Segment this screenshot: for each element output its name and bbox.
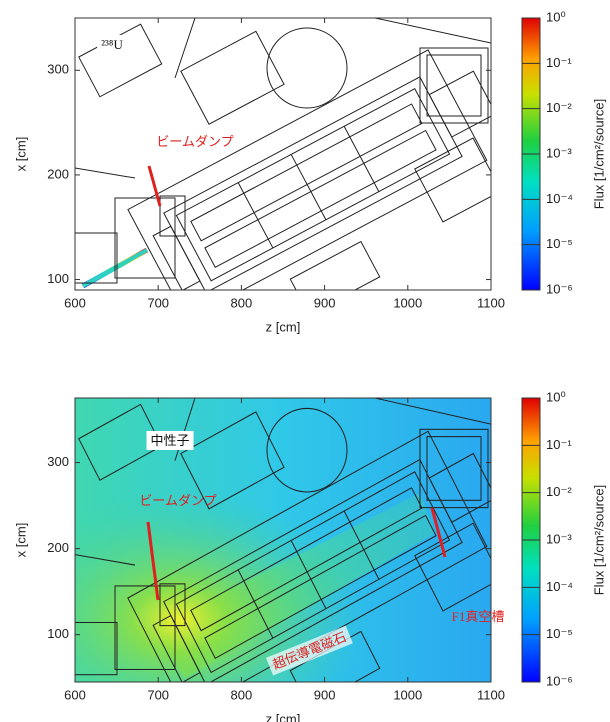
colorbar-tick-label: 10⁻⁴ (546, 191, 573, 206)
y-tick-label: 200 (47, 166, 69, 181)
annotation: 中性子 (150, 433, 189, 448)
colorbar-tick-label: 10⁻⁵ (546, 626, 573, 641)
figure: 600 700 800 900 1000 1100 100 200 300 z [cm] x [cm… (0, 0, 610, 722)
y-axis-label: x [cm] (13, 137, 28, 172)
colorbar-tick-label: 10⁰ (546, 9, 566, 24)
colorbar-tick-label: 10⁻² (546, 484, 572, 499)
y-tick-label: 300 (47, 62, 69, 77)
annotation: ビームダンプ (139, 493, 216, 508)
x-tick-label: 800 (231, 295, 253, 310)
x-axis-label: z [cm] (266, 319, 301, 334)
x-tick-label: 700 (147, 687, 169, 702)
x-tick-label: 600 (64, 295, 86, 310)
colorbar-tick-label: 10⁻⁶ (546, 281, 573, 296)
x-tick-label: 1000 (393, 687, 422, 702)
x-axis-label: z [cm] (266, 711, 301, 722)
x-tick-label: 800 (231, 687, 253, 702)
x-tick-label: 600 (64, 687, 86, 702)
colorbar-label: Flux [1/cm²/source] (591, 99, 606, 210)
colorbar-tick-label: 10⁻⁶ (546, 673, 573, 688)
colorbar-tick-label: 10⁻³ (546, 145, 572, 160)
colorbar-tick-label: 10⁻¹ (546, 437, 572, 452)
colorbar-tick-label: 10⁻³ (546, 531, 572, 546)
colorbar-tick-label: 10⁻⁴ (546, 579, 573, 594)
y-axis-label: x [cm] (13, 523, 28, 558)
y-tick-label: 100 (47, 271, 69, 286)
annotation: ビームダンプ (156, 134, 233, 149)
y-tick-label: 100 (47, 626, 69, 641)
x-tick-label: 1000 (393, 295, 422, 310)
x-tick-label: 1100 (477, 687, 505, 702)
panel: 600 700 800 900 1000 1100 100 200 300 z [cm] x [cm… (13, 389, 606, 722)
x-tick-label: 900 (314, 295, 336, 310)
y-tick-label: 200 (47, 540, 69, 555)
colorbar-tick-label: 10⁻¹ (546, 55, 572, 70)
annotation: ²³⁸U (101, 37, 123, 52)
annotation: F1真空槽 (452, 609, 505, 624)
x-tick-label: 1100 (477, 295, 505, 310)
colorbar-tick-label: 10⁻² (546, 100, 572, 115)
colorbar-tick-label: 10⁻⁵ (546, 236, 573, 251)
colorbar-tick-label: 10⁰ (546, 389, 566, 404)
y-tick-label: 300 (47, 454, 69, 469)
x-tick-label: 700 (147, 295, 169, 310)
x-tick-label: 900 (314, 687, 336, 702)
colorbar-label: Flux [1/cm²/source] (591, 485, 606, 596)
panel: 600 700 800 900 1000 1100 100 200 300 z [cm] x [cm… (13, 9, 606, 334)
